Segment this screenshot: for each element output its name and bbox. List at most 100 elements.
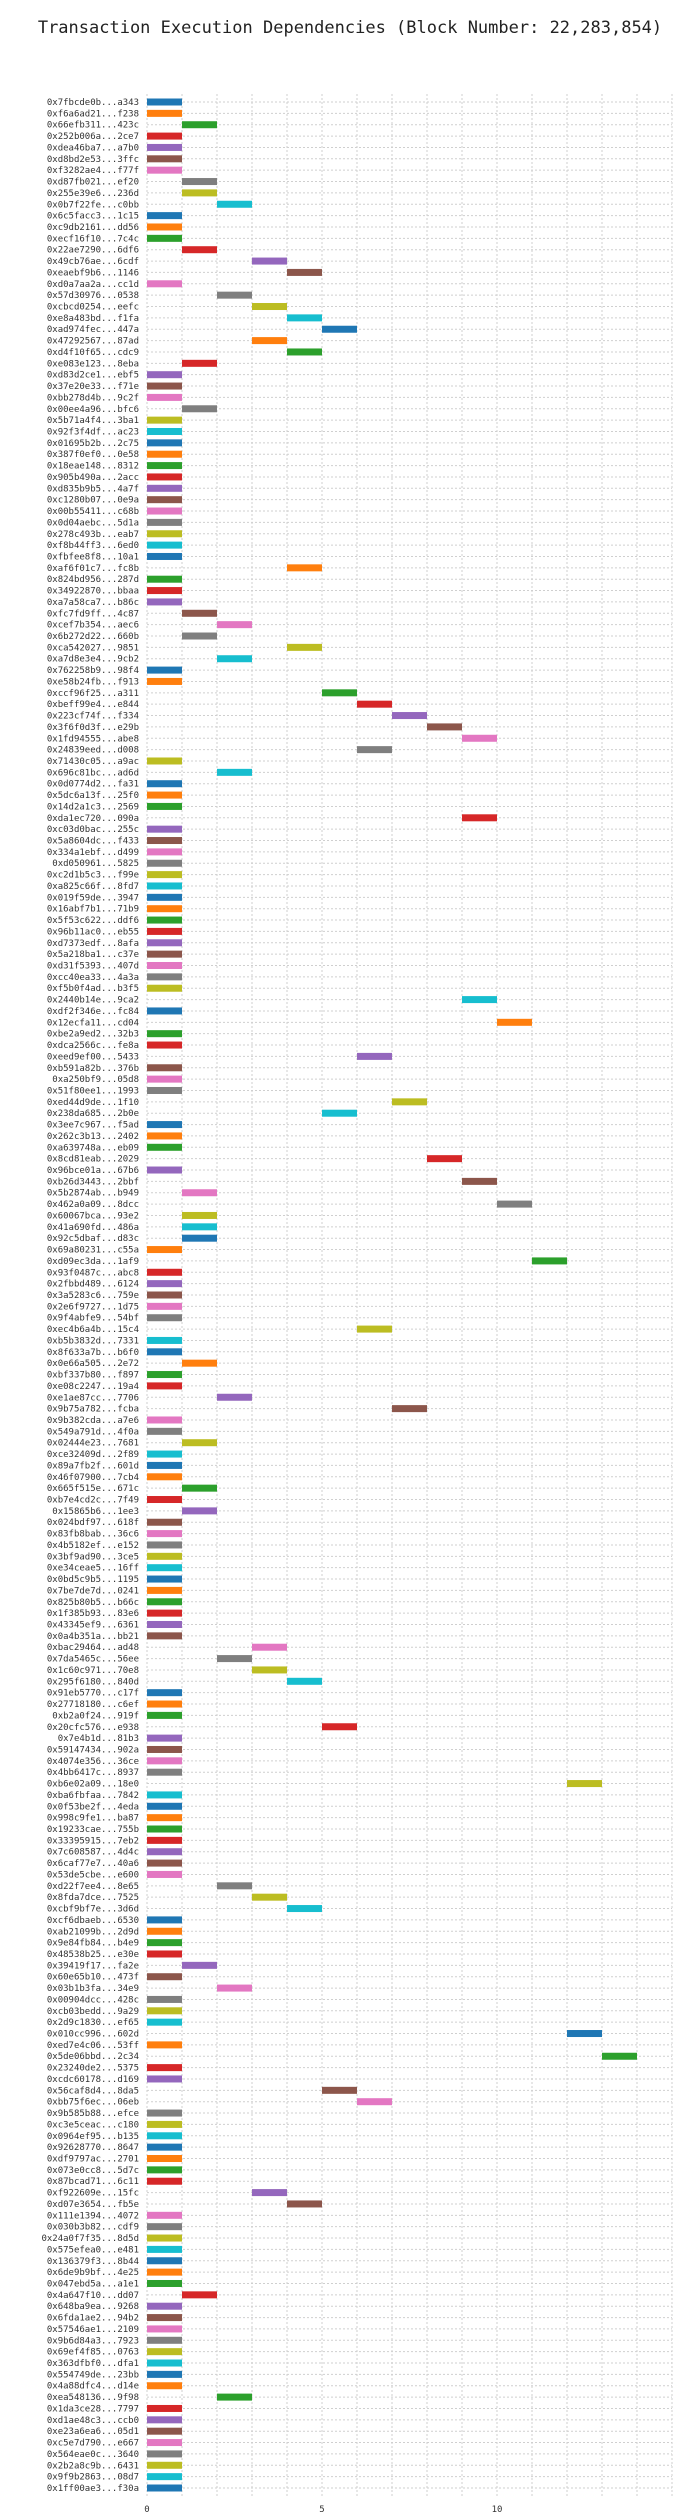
row-label: 0x4bb6417c...8937 (47, 1768, 139, 1778)
transaction-bar (147, 1041, 182, 1049)
transaction-bar (147, 950, 182, 958)
row-label: 0x905b490a...2acc (47, 473, 139, 483)
tick-layer: 0 5 10 (144, 2505, 502, 2515)
transaction-bar (147, 1586, 182, 1594)
transaction-bar (147, 802, 182, 810)
transaction-bar (497, 1018, 532, 1026)
row-label: 0xd1ae48c3...ccb0 (47, 2416, 139, 2426)
row-label: 0xeed9ef00...5433 (47, 1052, 139, 1062)
row-label: 0xea548136...9f98 (47, 2393, 139, 2403)
transaction-bar (147, 1030, 182, 1038)
transaction-bar (147, 132, 182, 140)
transaction-bar (147, 1995, 182, 2003)
row-label: 0x010cc996...602d (47, 2030, 139, 2040)
row-label: 0xed44d9de...1f10 (47, 1098, 139, 1108)
row-label: 0xd09ec3da...1af9 (47, 1257, 139, 1267)
transaction-bar (322, 325, 357, 333)
transaction-bar (147, 1302, 182, 1310)
row-label: 0xbb75f6ec...06eb (47, 2098, 139, 2108)
transaction-bar (182, 1223, 217, 1231)
row-label: 0x27718180...c6ef (47, 1700, 139, 1710)
row-label: 0xfc7fd9ff...4c87 (47, 609, 139, 619)
row-label: 0x15865b6...1ee3 (52, 1507, 139, 1517)
transaction-bar (147, 2211, 182, 2219)
transaction-bar (182, 359, 217, 367)
transaction-bar (147, 598, 182, 606)
row-label: 0x575efea0...e481 (47, 2245, 139, 2255)
row-label: 0xad974fec...447a (47, 325, 139, 335)
row-label: 0x073e0cc8...5d7c (47, 2166, 139, 2176)
row-label: 0xa639748a...eb09 (47, 1143, 139, 1153)
row-label: 0x00904dcc...428c (47, 1995, 139, 2005)
transaction-bar (147, 2325, 182, 2333)
row-label: 0x0e66a505...2e72 (47, 1359, 139, 1369)
row-label: 0x47292567...87ad (47, 337, 139, 347)
transaction-bar (147, 2268, 182, 2276)
row-label: 0xcf6dbaeb...6530 (47, 1916, 139, 1926)
row-label: 0xaf6f01c7...fc8b (47, 564, 139, 574)
transaction-bar (147, 1382, 182, 1390)
row-label: 0xd22f7ee4...8e65 (47, 1882, 139, 1892)
transaction-bar (322, 1723, 357, 1731)
row-label: 0xc2d1b5c3...f99e (47, 871, 139, 881)
row-label: 0x24839eed...d008 (47, 746, 139, 756)
transaction-bar (287, 1677, 322, 1685)
row-label: 0x7da5465c...56ee (47, 1655, 139, 1665)
row-label: 0x22ae7290...6df6 (47, 246, 139, 256)
row-label: 0xbb278d4b...9c2f (47, 393, 139, 403)
transaction-bar (147, 2007, 182, 2015)
transaction-bar (147, 1916, 182, 1924)
row-label: 0xdea46ba7...a7b0 (47, 143, 139, 153)
row-label: 0x462a0a09...8dcc (47, 1200, 139, 1210)
row-label: 0xe1ae87cc...7706 (47, 1393, 139, 1403)
transaction-bar (147, 507, 182, 515)
chart-title: Transaction Execution Dependencies (Bloc… (37, 18, 663, 38)
row-label: 0x1f385b93...83e6 (47, 1609, 139, 1619)
transaction-bar (147, 2461, 182, 2469)
transaction-bar (147, 757, 182, 765)
grid-layer (146, 94, 673, 2496)
transaction-bar (147, 530, 182, 538)
row-label: 0xf922609e...15fc (47, 2189, 139, 2199)
transaction-bar (147, 166, 182, 174)
row-label: 0x136379f3...8b44 (47, 2257, 139, 2267)
row-label: 0xa250bf9...05d8 (52, 1075, 139, 1085)
row-label: 0xcef7b354...aec6 (47, 621, 139, 631)
transaction-bar (147, 2473, 182, 2481)
row-label: 0x56caf8d4...8da5 (47, 2086, 139, 2096)
transaction-bar (182, 405, 217, 413)
transaction-bar (182, 1211, 217, 1219)
row-label: 0x57546ae1...2109 (47, 2325, 139, 2335)
row-label: 0xe23a6ea6...05d1 (47, 2427, 139, 2437)
row-label: 0x39419f17...fa2e (47, 1961, 139, 1971)
row-label: 0x2fbbd489...6124 (47, 1280, 139, 1290)
row-label: 0x2d9c1830...ef65 (47, 2018, 139, 2028)
transaction-bar (147, 1371, 182, 1379)
row-label: 0x12ecfa11...cd04 (47, 1018, 139, 1028)
row-label: 0xf5b0f4ad...b3f5 (47, 984, 139, 994)
transaction-bar (147, 1848, 182, 1856)
row-label: 0x0964ef95...b135 (47, 2132, 139, 2142)
transaction-bar (147, 2314, 182, 2322)
row-label: 0xcc40ea33...4a3a (47, 973, 139, 983)
transaction-bar (147, 2382, 182, 2390)
transaction-bar (147, 1280, 182, 1288)
transaction-bar (182, 2291, 217, 2299)
transaction-bar (147, 2177, 182, 2185)
row-label: 0x2b2a8c9b...6431 (47, 2461, 139, 2471)
transaction-bar (147, 2143, 182, 2151)
row-label: 0x4074e356...36ce (47, 1757, 139, 1767)
row-label: 0x66efb311...423c (47, 121, 139, 131)
transaction-bar (147, 973, 182, 981)
transaction-bar (252, 303, 287, 311)
row-label: 0xda1ec720...090a (47, 814, 139, 824)
row-label: 0x33395915...7eb2 (47, 1836, 139, 1846)
transaction-bar (567, 2030, 602, 2038)
transaction-bar (147, 109, 182, 117)
row-label: 0x5dc6a13f...25f0 (47, 791, 139, 801)
transaction-bar (147, 234, 182, 242)
row-label: 0xdf9797ac...2701 (47, 2155, 139, 2165)
row-label: 0x14d2a1c3...2569 (47, 802, 139, 812)
transaction-bar (147, 382, 182, 390)
